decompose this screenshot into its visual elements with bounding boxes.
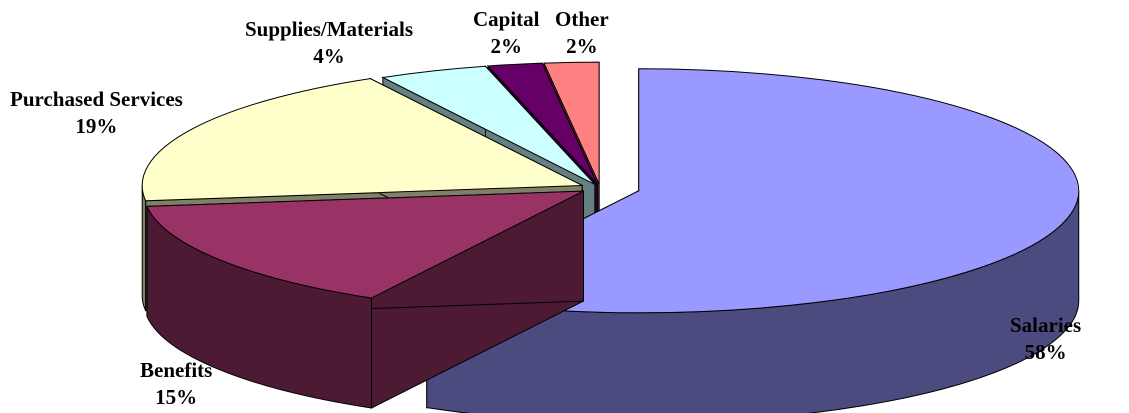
slice-label-benefits-value: 15% [155, 385, 198, 409]
slice-label-benefits: Benefits 15% [140, 357, 212, 411]
slice-top-salaries [425, 68, 1080, 314]
slice-label-capital: Capital 2% [473, 6, 540, 60]
slice-label-supplies-materials-name: Supplies/Materials [245, 17, 414, 41]
slice-top-other [543, 61, 600, 185]
slice-label-salaries-name: Salaries [1010, 313, 1082, 337]
slice-label-other: Other 2% [555, 6, 609, 60]
slice-benefits [146, 190, 584, 409]
slice-top-supplies-materials [381, 65, 596, 185]
slice-label-salaries: Salaries 58% [1010, 312, 1081, 366]
slice-label-purchased-services-name: Purchased Services [10, 87, 183, 111]
slice-label-benefits-name: Benefits [140, 358, 213, 382]
slice-label-capital-value: 2% [490, 34, 523, 58]
slice-side-purchased-services [141, 185, 147, 311]
slice-label-purchased-services: Purchased Services 19% [10, 86, 183, 140]
slice-top-purchased-services [141, 78, 583, 202]
slice-top-benefits [146, 190, 584, 299]
slice-label-other-name: Other [555, 7, 609, 31]
slice-top-capital [486, 62, 598, 185]
slice-label-capital-name: Capital [473, 7, 540, 31]
slice-label-purchased-services-value: 19% [75, 114, 118, 138]
slice-label-salaries-value: 58% [1024, 340, 1067, 364]
slice-label-other-value: 2% [566, 34, 598, 58]
slice-label-supplies-materials: Supplies/Materials 4% [245, 16, 413, 70]
slice-label-supplies-materials-value: 4% [313, 44, 345, 68]
